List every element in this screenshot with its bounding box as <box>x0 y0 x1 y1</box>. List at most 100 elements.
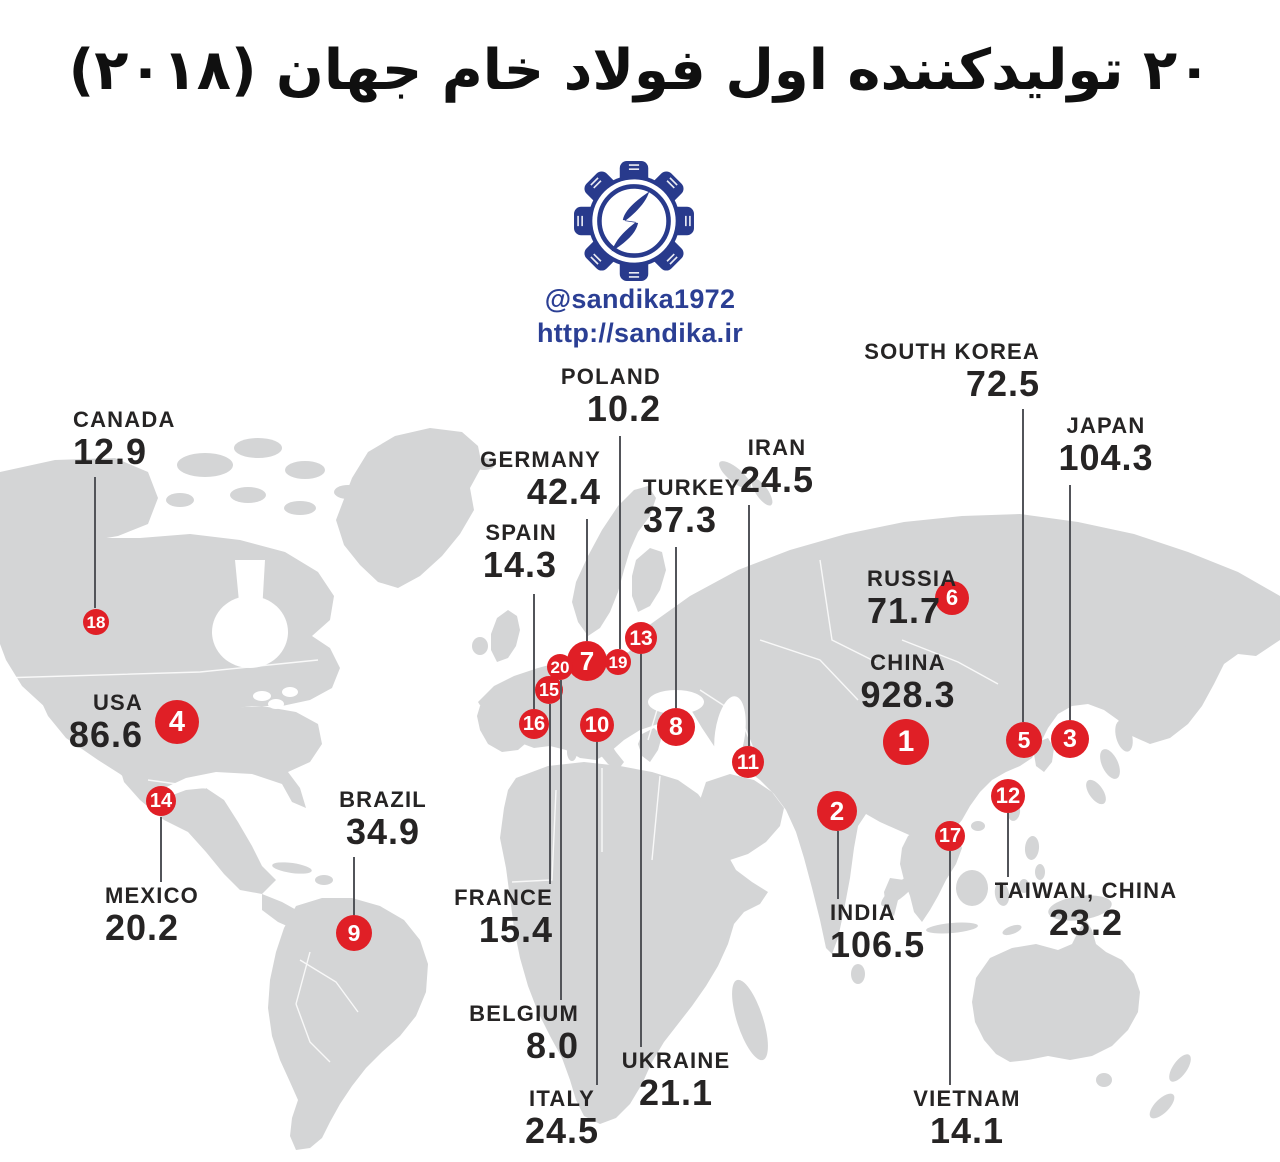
country-name-russia: RUSSIA <box>867 566 958 591</box>
rank-marker-japan: 3 <box>1051 720 1089 758</box>
country-name-usa: USA <box>92 690 143 715</box>
country-value-usa: 86.6 <box>68 714 143 755</box>
country-name-turkey: TURKEY <box>643 475 741 500</box>
country-value-france: 15.4 <box>478 909 553 950</box>
country-label-japan: JAPAN 104.3 <box>1058 415 1153 476</box>
rank-marker-canada: 18 <box>83 609 109 635</box>
page-title: ۲۰ تولیدکننده اول فولاد خام جهان (۲۰۱۸) <box>68 38 1213 103</box>
country-name-mexico: MEXICO <box>105 883 199 908</box>
country-name-vietnam: VIETNAM <box>913 1086 1021 1111</box>
rank-marker-poland: 19 <box>605 649 631 675</box>
country-name-belgium: BELGIUM <box>469 1001 579 1026</box>
connector-line-ukraine <box>640 654 642 1047</box>
rank-marker-usa: 4 <box>155 700 199 744</box>
country-value-belgium: 8.0 <box>525 1025 579 1066</box>
rank-marker-belgium: 20 <box>547 654 573 680</box>
country-value-china: 928.3 <box>860 674 956 715</box>
country-value-turkey: 37.3 <box>643 499 718 540</box>
rank-marker-spain: 16 <box>519 709 549 739</box>
rank-marker-china: 1 <box>883 719 929 765</box>
rank-marker-france: 15 <box>535 676 563 704</box>
country-name-spain: SPAIN <box>485 520 557 545</box>
country-name-china: CHINA <box>870 650 946 675</box>
connector-line-south-korea <box>1022 409 1024 722</box>
country-label-taiwan-china: TAIWAN, CHINA 23.2 <box>995 880 1178 941</box>
country-label-brazil: BRAZIL 34.9 <box>339 789 427 850</box>
country-label-iran: IRAN 24.5 <box>740 437 814 498</box>
rank-marker-mexico: 14 <box>146 786 176 816</box>
country-name-italy: ITALY <box>529 1086 595 1111</box>
rank-marker-india: 2 <box>817 791 857 831</box>
rank-marker-russia: 6 <box>935 581 969 615</box>
connector-line-iran <box>748 505 750 746</box>
country-name-india: INDIA <box>830 900 896 925</box>
country-name-japan: JAPAN <box>1066 413 1146 438</box>
country-value-ukraine: 21.1 <box>638 1072 714 1113</box>
connector-line-japan <box>1069 485 1071 720</box>
rank-marker-iran: 11 <box>732 746 764 778</box>
country-value-taiwan-china: 23.2 <box>1048 902 1124 943</box>
country-value-vietnam: 14.1 <box>929 1110 1005 1151</box>
connector-line-india <box>837 831 839 899</box>
sandika-hands-gear-logo <box>574 161 694 281</box>
country-name-poland: POLAND <box>560 364 661 389</box>
country-label-russia: RUSSIA 71.7 <box>867 568 957 629</box>
rank-marker-germany: 7 <box>567 641 607 681</box>
country-label-ukraine: UKRAINE 21.1 <box>622 1050 731 1111</box>
rank-marker-vietnam: 17 <box>935 821 965 851</box>
country-name-germany: GERMANY <box>480 447 601 472</box>
country-name-south-korea: SOUTH KOREA <box>864 339 1040 364</box>
country-label-canada: CANADA 12.9 <box>73 409 176 470</box>
country-label-usa: USA 86.6 <box>69 692 143 753</box>
brand-website: http://sandika.ir <box>536 318 744 348</box>
country-value-spain: 14.3 <box>482 544 557 585</box>
world-map <box>0 428 1280 1150</box>
country-name-brazil: BRAZIL <box>339 787 427 812</box>
rank-marker-italy: 10 <box>580 708 614 742</box>
country-label-turkey: TURKEY 37.3 <box>643 477 741 538</box>
country-label-vietnam: VIETNAM 14.1 <box>913 1088 1020 1149</box>
rank-marker-taiwan-china: 12 <box>991 779 1025 813</box>
country-name-iran: IRAN <box>747 435 807 460</box>
country-value-germany: 42.4 <box>526 471 601 512</box>
country-label-mexico: MEXICO 20.2 <box>105 885 199 946</box>
country-value-india: 106.5 <box>830 924 926 965</box>
connector-line-mexico <box>160 817 162 882</box>
country-name-france: FRANCE <box>454 885 553 910</box>
country-label-italy: ITALY 24.5 <box>525 1088 599 1149</box>
country-value-italy: 24.5 <box>524 1110 600 1151</box>
country-name-taiwan-china: TAIWAN, CHINA <box>994 878 1178 903</box>
country-value-poland: 10.2 <box>586 388 661 429</box>
country-value-iran: 24.5 <box>739 459 815 500</box>
country-name-ukraine: UKRAINE <box>621 1048 731 1073</box>
country-label-india: INDIA 106.5 <box>830 902 925 963</box>
country-label-spain: SPAIN 14.3 <box>483 522 557 583</box>
connector-line-germany <box>586 519 588 641</box>
connector-line-taiwan-china <box>1007 813 1009 877</box>
country-value-south-korea: 72.5 <box>965 363 1040 404</box>
country-value-brazil: 34.9 <box>345 811 421 852</box>
connector-line-italy <box>596 742 598 1085</box>
country-label-germany: GERMANY 42.4 <box>480 449 601 510</box>
country-label-france: FRANCE 15.4 <box>454 887 553 948</box>
rank-marker-turkey: 8 <box>657 708 695 746</box>
country-value-japan: 104.3 <box>1058 437 1154 478</box>
connector-line-turkey <box>675 547 677 708</box>
country-value-canada: 12.9 <box>73 431 148 472</box>
connector-line-belgium <box>560 680 562 1000</box>
connector-line-canada <box>94 477 96 608</box>
connector-line-brazil <box>353 857 355 915</box>
connector-line-poland <box>619 436 621 649</box>
connector-line-france <box>549 704 551 884</box>
country-value-mexico: 20.2 <box>105 907 180 948</box>
country-label-china: CHINA 928.3 <box>860 652 955 713</box>
rank-marker-brazil: 9 <box>336 915 372 951</box>
country-label-south-korea: SOUTH KOREA 72.5 <box>864 341 1040 402</box>
rank-marker-ukraine: 13 <box>625 622 657 654</box>
connector-line-spain <box>533 594 535 709</box>
connector-line-vietnam <box>949 851 951 1085</box>
country-value-russia: 71.7 <box>867 590 942 631</box>
country-name-canada: CANADA <box>73 407 176 432</box>
country-label-belgium: BELGIUM 8.0 <box>469 1003 579 1064</box>
